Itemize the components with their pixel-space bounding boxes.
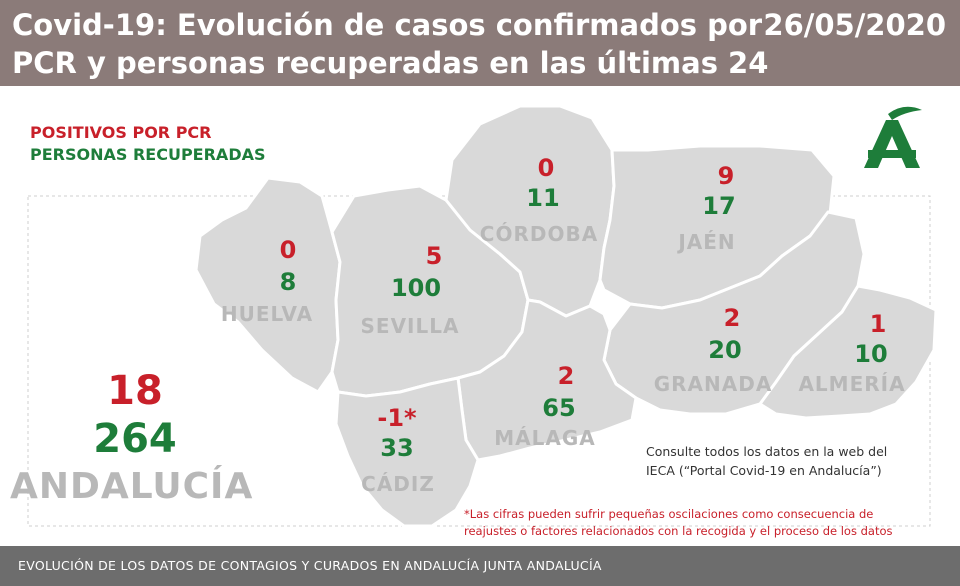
huelva-positive: 0 (279, 236, 297, 264)
sevilla-label: SEVILLA (360, 314, 460, 338)
cadiz-positive: -1* (377, 404, 417, 432)
jaen-positive: 9 (717, 162, 735, 190)
header-bar: Covid-19: Evolución de casos confirmados… (0, 0, 960, 118)
consult-line-2: IECA (“Portal Covid-19 en Andalucía”) (646, 463, 882, 478)
cadiz-recovered: 33 (380, 434, 414, 462)
cordoba-recovered: 11 (526, 184, 560, 212)
province-cadiz-shape (334, 376, 480, 528)
province-malaga-shape (456, 298, 638, 462)
huelva-recovered: 8 (279, 268, 297, 296)
legend-recovered: PERSONAS RECUPERADAS (30, 145, 266, 164)
almeria-label: ALMERÍA (798, 372, 906, 396)
andalucia-recovered: 264 (93, 416, 177, 462)
jaen-recovered: 17 (702, 192, 736, 220)
consult-line-1: Consulte todos los datos en la web del (646, 444, 888, 459)
legend-positive: POSITIVOS POR PCR (30, 123, 212, 142)
malaga-label: MÁLAGA (494, 426, 596, 450)
caption-text: EVOLUCIÓN DE LOS DATOS DE CONTAGIOS Y CU… (18, 558, 602, 573)
granada-positive: 2 (723, 304, 741, 332)
andalucia-positive: 18 (107, 368, 163, 414)
consult-text: Consulte todos los datos en la web del I… (646, 442, 946, 480)
title-line-2: PCR y personas recuperadas en las última… (12, 46, 769, 118)
andalucia-label: ANDALUCÍA (10, 466, 254, 507)
province-huelva-shape (194, 176, 342, 394)
page-title: Covid-19: Evolución de casos confirmados… (12, 6, 792, 120)
almeria-positive: 1 (869, 310, 887, 338)
jaen-label: JAÉN (678, 230, 736, 254)
almeria-recovered: 10 (854, 340, 888, 368)
malaga-positive: 2 (557, 362, 575, 390)
huelva-label: HUELVA (220, 302, 314, 326)
footnote-line-1: *Las cifras pueden sufrir pequeñas oscil… (464, 507, 874, 521)
granada-label: GRANADA (653, 372, 773, 396)
sevilla-recovered: 100 (390, 274, 442, 302)
legend: POSITIVOS POR PCR PERSONAS RECUPERADAS (30, 122, 266, 166)
granada-recovered: 20 (708, 336, 742, 364)
province-almeria-shape (758, 284, 938, 420)
sevilla-positive: 5 (425, 242, 443, 270)
cordoba-positive: 0 (537, 154, 555, 182)
junta-andalucia-logo-icon (864, 106, 922, 168)
footnote: *Las cifras pueden sufrir pequeñas oscil… (464, 506, 954, 540)
caption-bar: EVOLUCIÓN DE LOS DATOS DE CONTAGIOS Y CU… (0, 546, 960, 586)
title-line-1: Covid-19: Evolución de casos confirmados… (12, 8, 763, 42)
footnote-line-2: reajustes o factores relacionados con la… (464, 524, 893, 538)
date-label: 26/05/2020 (763, 8, 946, 42)
cadiz-label: CÁDIZ (361, 472, 435, 496)
cordoba-label: CÓRDOBA (479, 222, 599, 246)
malaga-recovered: 65 (542, 394, 576, 422)
